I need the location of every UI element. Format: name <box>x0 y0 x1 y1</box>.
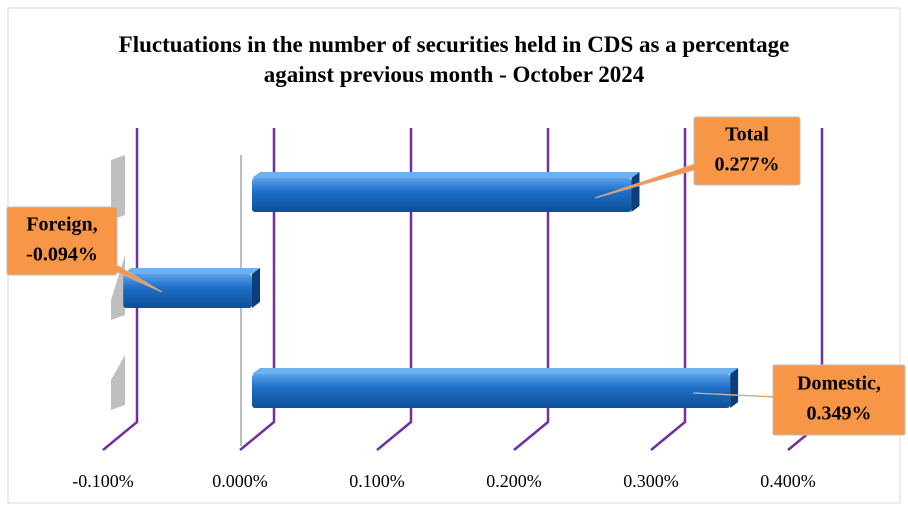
x-tick-label: 0.400% <box>760 471 816 491</box>
grid-line <box>102 128 139 451</box>
bar-front <box>252 178 632 212</box>
category-label: Foreign, <box>26 214 97 236</box>
data-label: Foreign, -0.094% <box>6 206 163 293</box>
bar-cap <box>730 368 739 408</box>
callout-pointer-fill <box>49 241 162 292</box>
bar-top <box>252 172 640 178</box>
callout-pointer-fill <box>595 151 760 198</box>
value-label: 0.277% <box>715 154 780 176</box>
chart-border <box>7 7 901 504</box>
chart-title: Fluctuations in the number of securities… <box>118 32 790 87</box>
value-label: -0.094% <box>26 244 98 266</box>
grid-line <box>239 128 276 451</box>
grid-line <box>376 128 413 451</box>
bar-cap <box>252 268 260 308</box>
bar-front <box>123 274 252 308</box>
x-tick-label: 0.000% <box>212 471 268 491</box>
x-tick-label: 0.300% <box>623 471 679 491</box>
bar <box>123 268 260 308</box>
bar <box>252 172 640 212</box>
grid-line <box>513 128 550 451</box>
bar-front <box>252 374 731 408</box>
bar-top <box>123 268 260 274</box>
bar <box>252 368 739 408</box>
wall-shade <box>111 155 125 220</box>
bar-top <box>252 368 739 374</box>
data-label: Domestic, 0.349% <box>692 364 906 436</box>
callout-pointer-fill <box>693 393 852 400</box>
grid-line <box>650 128 687 451</box>
category-label: Domestic, <box>797 373 881 395</box>
x-tick-label: -0.100% <box>72 471 134 491</box>
wall-shade <box>111 355 125 410</box>
data-label: Total 0.277% <box>594 116 801 199</box>
bar-cap <box>631 172 640 212</box>
value-label: 0.349% <box>807 403 872 425</box>
category-label: Total <box>725 124 769 146</box>
x-tick-label: 0.100% <box>349 471 405 491</box>
x-tick-label: 0.200% <box>486 471 542 491</box>
